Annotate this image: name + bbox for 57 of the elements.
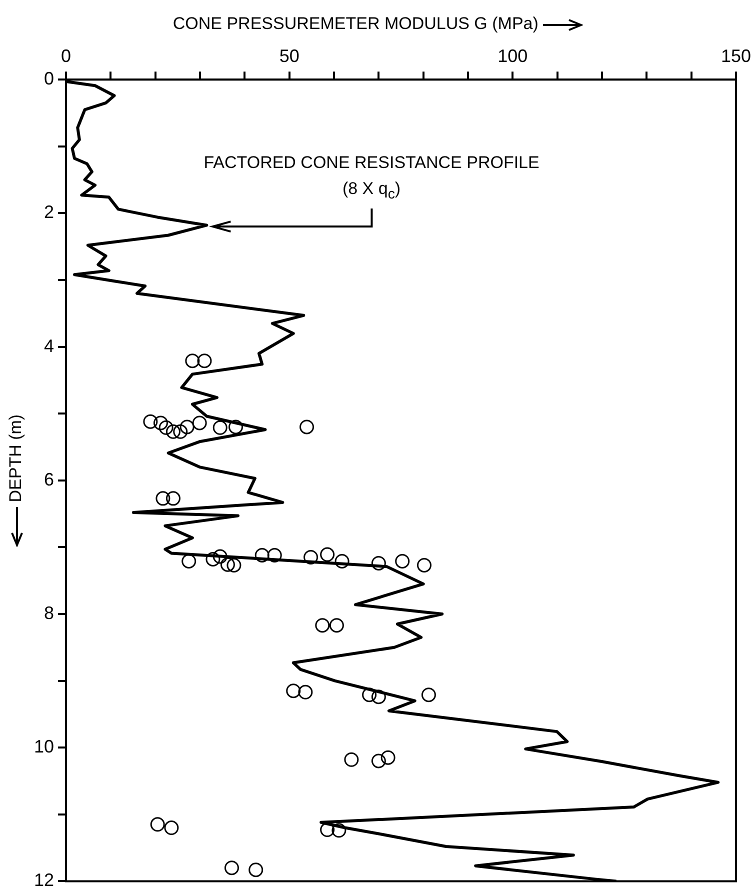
point	[395, 554, 410, 568]
point	[344, 752, 359, 767]
point	[182, 554, 196, 568]
point	[304, 550, 318, 564]
point	[224, 860, 239, 876]
point	[180, 420, 194, 434]
point	[267, 548, 282, 562]
y-tick-label: 10	[34, 736, 54, 757]
y-tick-label: 12	[34, 870, 54, 890]
point	[166, 424, 180, 439]
point	[173, 424, 188, 439]
point	[315, 618, 330, 633]
y-tick-label: 8	[44, 602, 54, 623]
x-tick-label: 150	[720, 46, 752, 66]
point	[150, 817, 165, 832]
point	[320, 822, 335, 838]
point	[371, 754, 386, 768]
point	[371, 556, 386, 570]
point	[300, 420, 314, 434]
point	[212, 420, 228, 435]
x-tick-label: 50	[279, 46, 300, 66]
point	[286, 684, 301, 698]
point	[416, 558, 432, 572]
y-axis-title: DEPTH (m)	[6, 414, 25, 502]
point	[158, 420, 174, 435]
point	[197, 354, 212, 368]
y-tick-label: 0	[44, 68, 54, 89]
point	[421, 688, 436, 702]
point	[226, 558, 242, 572]
point	[371, 690, 386, 704]
y-tick-label: 2	[44, 202, 54, 222]
point	[206, 552, 220, 566]
point	[228, 420, 243, 434]
point	[212, 549, 228, 564]
y-tick-label: 6	[44, 469, 54, 490]
point	[185, 354, 200, 368]
point	[156, 491, 170, 506]
x-tick-label: 0	[61, 46, 72, 66]
point	[334, 554, 350, 568]
point	[332, 823, 346, 838]
point	[220, 557, 235, 572]
point	[248, 862, 264, 878]
x-axis-title: CONE PRESSUREMETER MODULUS G (MPa)	[172, 14, 538, 33]
point	[329, 618, 344, 633]
point	[254, 548, 270, 562]
point	[164, 820, 179, 836]
point	[320, 547, 335, 562]
point	[166, 491, 180, 506]
point	[192, 416, 207, 430]
x-tick-label: 100	[498, 46, 528, 66]
point	[298, 684, 313, 700]
point	[143, 414, 158, 429]
annotation: FACTORED CONE RESISTANCE PROFILE (8 X q$_{c}$)	[204, 152, 540, 204]
point	[362, 688, 377, 702]
point	[380, 750, 396, 765]
point	[153, 416, 168, 430]
y-tick-label: 4	[44, 336, 54, 356]
